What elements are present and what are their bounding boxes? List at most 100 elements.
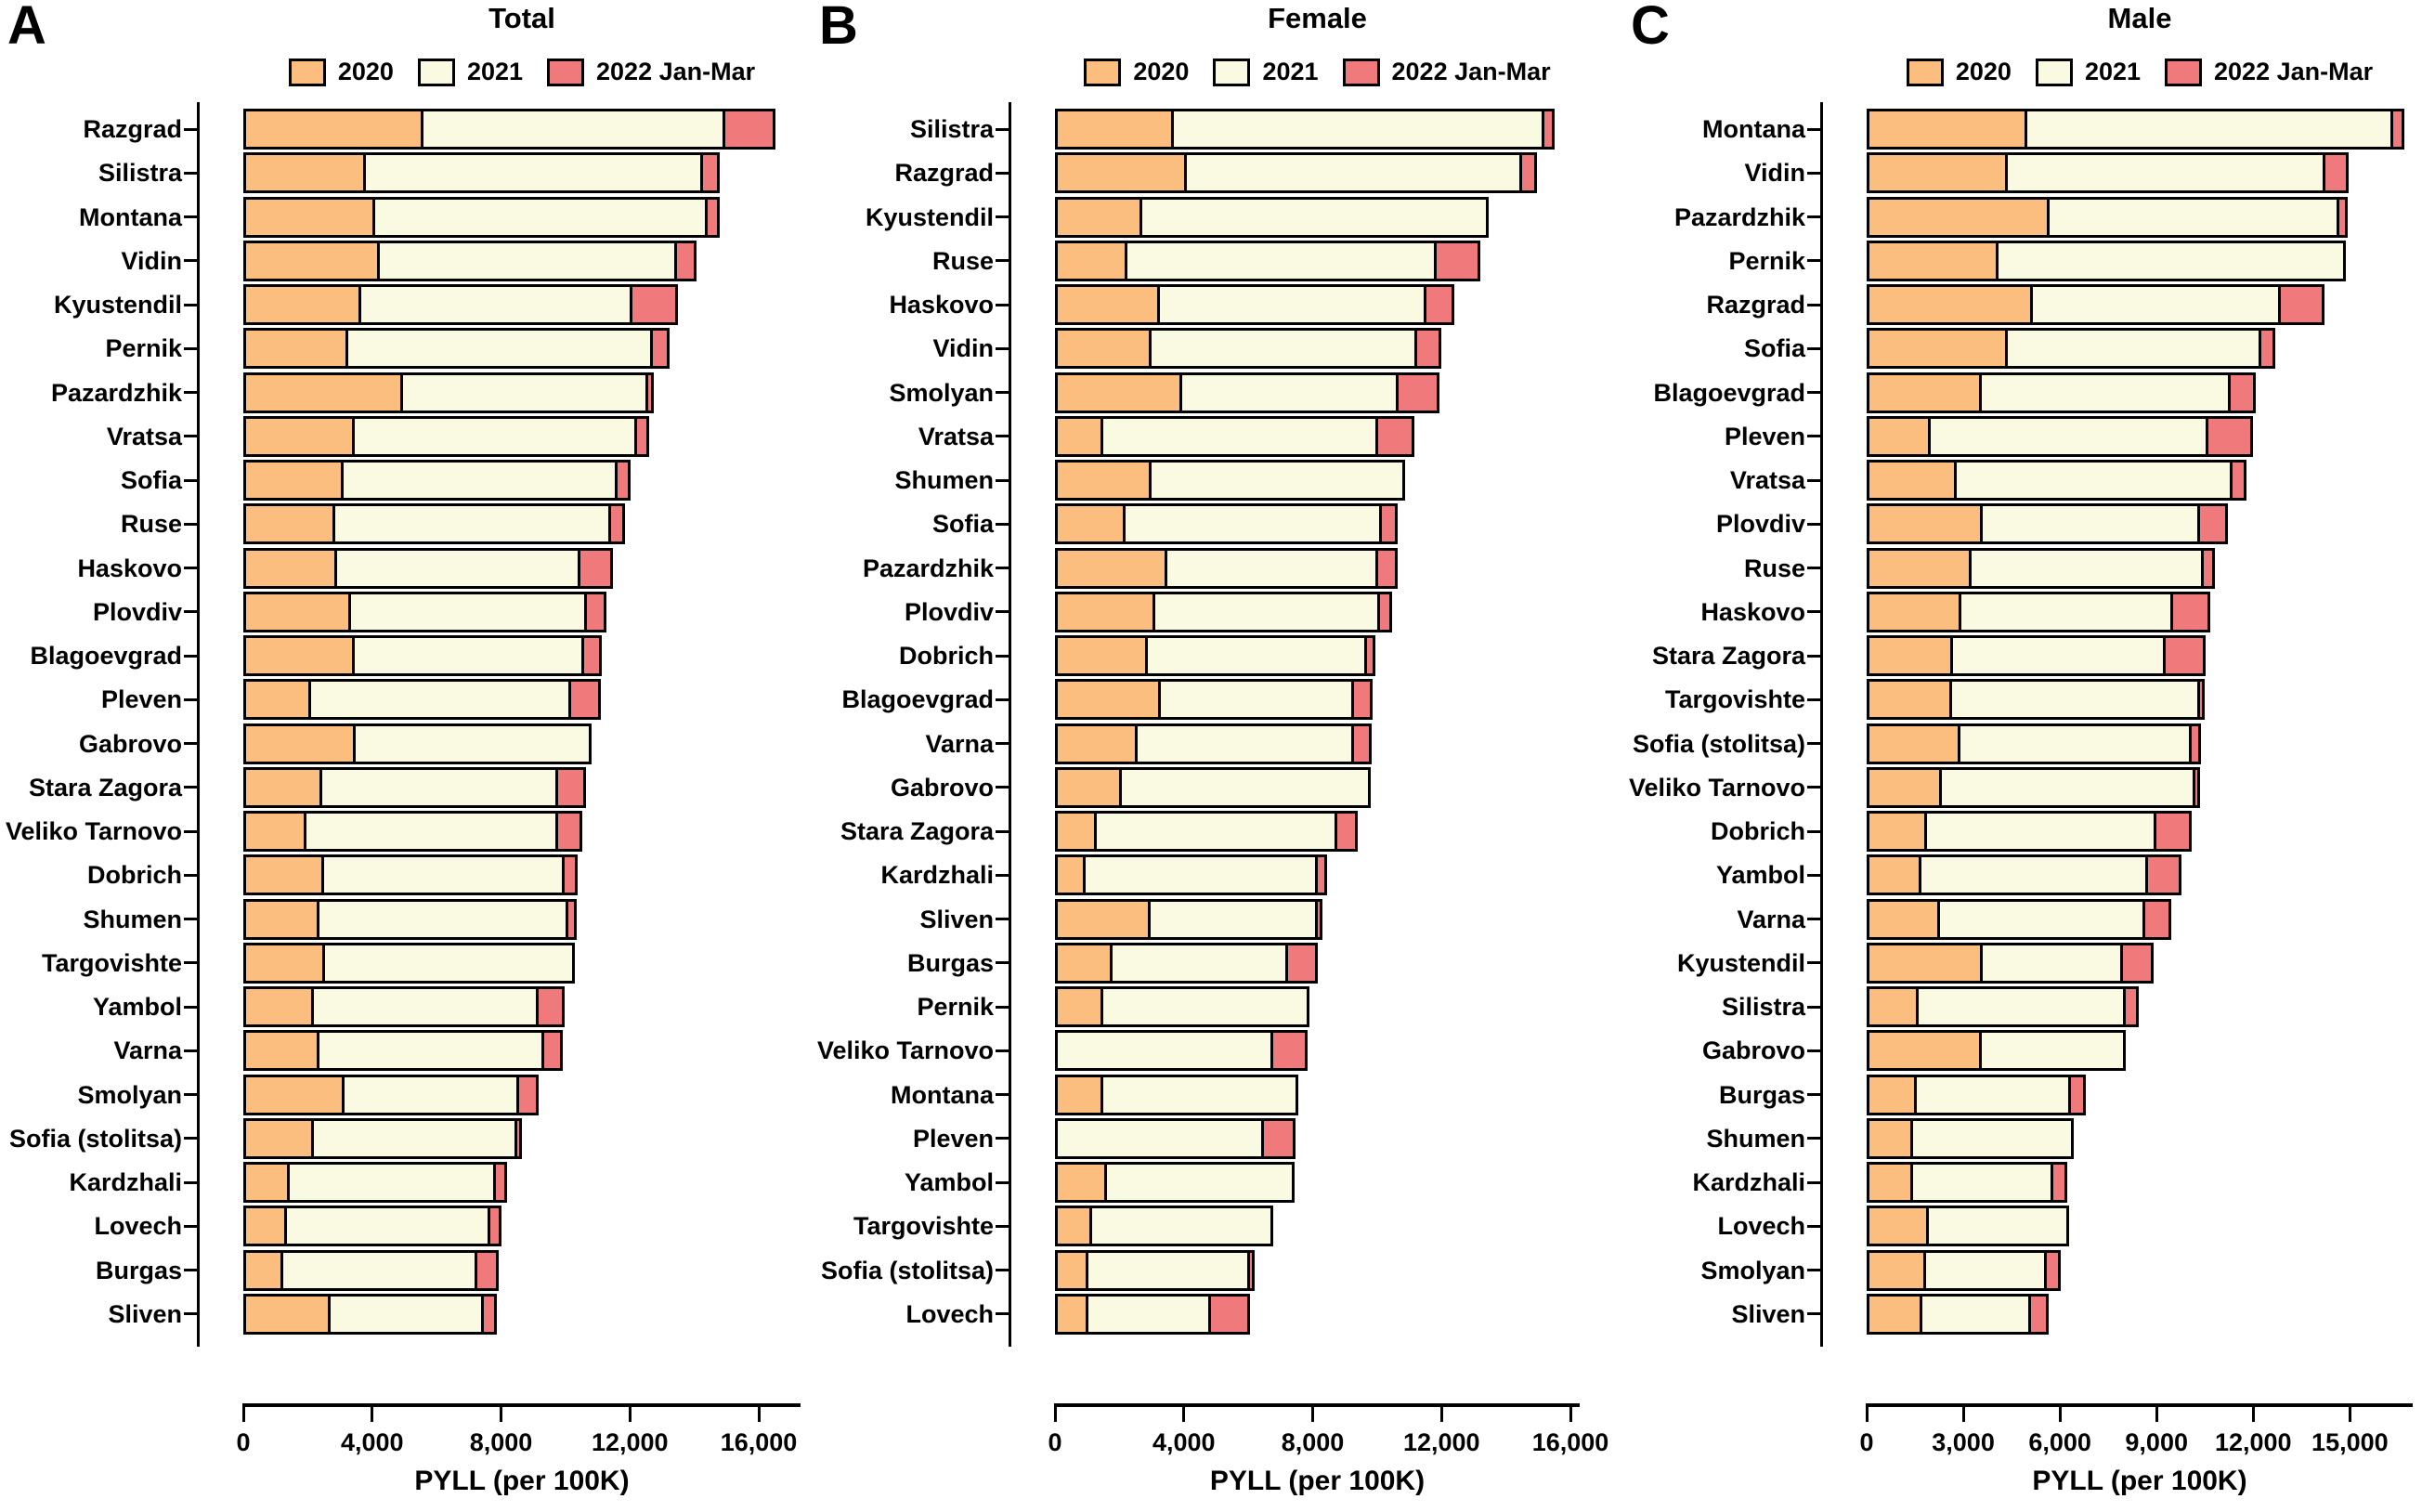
bar-sliven <box>1055 898 1322 940</box>
bar-segment-2022 <box>562 854 578 896</box>
y-tick <box>1807 1005 1820 1009</box>
y-tick <box>184 786 197 789</box>
bar-pernik <box>1055 986 1309 1027</box>
region-label: Vidin <box>932 334 994 363</box>
region-label: Sliven <box>919 905 994 933</box>
bar-segment-2021 <box>1959 591 2173 632</box>
bar-segment-2022 <box>1351 723 1372 764</box>
bar-segment-2022 <box>1285 942 1318 984</box>
bar-segment-2022 <box>615 460 631 501</box>
bar-segment-2022 <box>630 284 678 325</box>
x-tick <box>1961 1403 1965 1422</box>
region-label: Vratsa <box>1729 466 1805 494</box>
legend-label-2021: 2021 <box>1262 58 1319 85</box>
y-tick <box>184 1269 197 1271</box>
y-tick <box>1807 1269 1820 1271</box>
region-label: Montana <box>1702 115 1805 143</box>
region-label: Gabrovo <box>78 729 182 758</box>
bar-segment-2021 <box>311 1117 517 1159</box>
y-tick <box>184 873 197 877</box>
region-label: Sliven <box>108 1299 182 1328</box>
bar-segment-2020 <box>243 284 361 325</box>
y-tick <box>184 1093 197 1096</box>
y-tick <box>996 478 1009 482</box>
bar-segment-2021 <box>1179 371 1399 413</box>
bar-segment-2020 <box>243 1117 314 1159</box>
bar-segment-2020 <box>1055 679 1161 721</box>
bar-segment-2020 <box>1055 986 1103 1027</box>
bar-segment-2021 <box>1139 196 1489 238</box>
bar-segment-2022 <box>1396 371 1439 413</box>
bar-segment-2022 <box>1375 547 1398 589</box>
bar-segment-2021 <box>1949 679 2200 721</box>
bar-segment-2022 <box>2170 591 2210 632</box>
bar-segment-2021 <box>322 942 575 984</box>
y-tick <box>184 127 197 131</box>
x-tick <box>1182 1403 1186 1422</box>
y-tick <box>1807 127 1820 131</box>
bar-segment-2021 <box>1086 1293 1211 1335</box>
bar-segment-2020 <box>243 1293 331 1335</box>
bar-segment-2021 <box>377 240 677 281</box>
bar-segment-2021 <box>1094 811 1337 852</box>
bar-segment-2020 <box>1055 942 1113 984</box>
y-tick <box>184 259 197 263</box>
bar-segment-2021 <box>284 1206 490 1247</box>
bar-segment-2020 <box>243 942 325 984</box>
region-label: Pernik <box>917 993 994 1021</box>
bar-segment-2021 <box>304 811 558 852</box>
x-tick <box>1865 1403 1869 1422</box>
bar-segment-2020 <box>1867 1030 1982 1072</box>
bar-segment-2021 <box>328 1293 484 1335</box>
bar-segment-2021 <box>1954 460 2233 501</box>
bar-segment-2021 <box>1958 723 2192 764</box>
x-tick <box>757 1403 761 1422</box>
bar-sofia <box>1867 328 2275 370</box>
bar-varna <box>243 1030 563 1072</box>
bar-segment-2022 <box>581 635 602 676</box>
bar-segment-2021 <box>1996 240 2346 281</box>
bar-blagoevgrad <box>243 635 602 676</box>
bar-segment-2022 <box>568 679 601 721</box>
bar-yambol <box>243 986 565 1027</box>
region-label: Targovishte <box>1664 685 1805 714</box>
region-label: Smolyan <box>77 1080 182 1109</box>
y-tick <box>184 171 197 175</box>
region-label: Kardzhali <box>880 861 994 890</box>
y-tick <box>184 1137 197 1141</box>
region-label: Sofia (stolitsa) <box>820 1256 994 1284</box>
bar-segment-2021 <box>345 328 653 370</box>
bar-segment-2021 <box>1149 328 1417 370</box>
x-tick <box>500 1403 503 1422</box>
bar-segment-2020 <box>243 679 311 721</box>
bar-segment-2021 <box>1086 1249 1250 1291</box>
bar-segment-2021 <box>1171 109 1544 150</box>
region-label: Ruse <box>1743 554 1805 582</box>
bar-segment-2021 <box>1979 1030 2126 1072</box>
bar-segment-2020 <box>1055 1249 1088 1291</box>
legend-swatch-2022 <box>547 58 585 86</box>
bar-segment-2022 <box>1261 1117 1296 1159</box>
panel-total: A Total 2020 2021 2022 Jan-Mar Razgrad Silistr… <box>0 0 812 1512</box>
region-label: Targovishte <box>41 948 182 977</box>
region-label: Gabrovo <box>1701 1036 1805 1065</box>
region-label: Kyustendil <box>1676 948 1805 977</box>
bar-segment-2021 <box>1119 766 1371 808</box>
bar-segment-2020 <box>243 854 324 896</box>
bar-segment-2020 <box>1055 1293 1088 1335</box>
bar-segment-2022 <box>1247 1249 1255 1291</box>
y-tick <box>184 610 197 614</box>
bar-lovech <box>1867 1206 2069 1247</box>
y-tick <box>1807 303 1820 306</box>
bar-pernik <box>1867 240 2346 281</box>
bar-segment-2021 <box>1919 854 2148 896</box>
region-label: Sliven <box>1731 1299 1805 1328</box>
bar-segment-2022 <box>555 766 586 808</box>
y-tick <box>184 918 197 920</box>
bar-segment-2021 <box>1950 635 2166 676</box>
legend-label-2022: 2022 Jan-Mar <box>1391 58 1551 85</box>
bar-plovdiv <box>1055 591 1392 632</box>
x-tick-label: 0 <box>1859 1428 1874 1456</box>
bar-blagoevgrad <box>1055 679 1373 721</box>
bar-segment-2022 <box>1375 415 1414 457</box>
